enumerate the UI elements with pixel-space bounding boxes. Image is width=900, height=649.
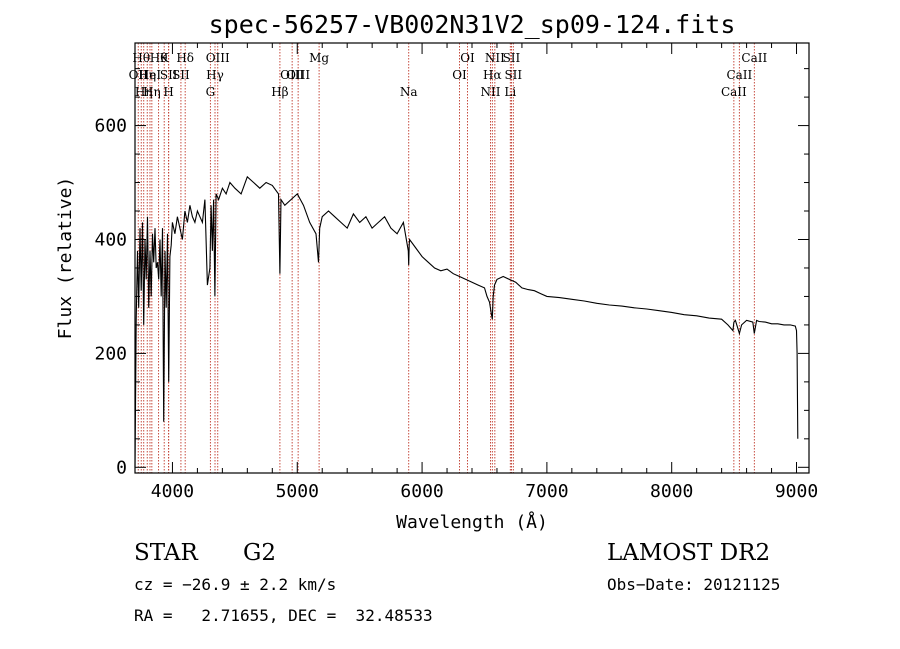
chart-title: spec-56257-VB002N31V2_sp09-124.fits — [209, 10, 736, 39]
line-label: Hδ — [176, 51, 194, 65]
line-label: CaII — [741, 51, 767, 65]
line-label: NII — [480, 85, 500, 99]
line-label: Hβ — [271, 85, 288, 99]
line-label: Mg — [309, 51, 329, 65]
line-label: K — [160, 51, 170, 65]
line-label: G — [206, 85, 216, 99]
line-label: OIII — [286, 68, 310, 82]
y-tick-label: 600 — [94, 116, 127, 137]
emission-line-labels: OIIHθHηHηHeIHηHθKHSIIHδSIIGHγOIIIHβOIIIO… — [129, 51, 768, 99]
line-label: OIII — [206, 51, 230, 65]
spectrum-chart: spec-56257-VB002N31V2_sp09-124.fits OIIH… — [55, 10, 818, 533]
line-label: Li — [504, 85, 516, 99]
line-label: OI — [460, 51, 475, 65]
redshift-velocity: cz = −26.9 ± 2.2 km/s — [134, 575, 337, 594]
line-label: Na — [400, 85, 418, 99]
y-tick-label: 200 — [94, 343, 127, 364]
line-label: Hθ — [150, 51, 168, 65]
line-label: Hη — [143, 85, 161, 99]
x-tick-label: 5000 — [276, 481, 319, 502]
line-label: CaII — [726, 68, 752, 82]
spectrum-line — [134, 175, 799, 468]
emission-line-markers — [137, 43, 755, 473]
x-tick-label: 4000 — [151, 481, 194, 502]
line-label: NII — [485, 51, 505, 65]
line-label: SII — [172, 68, 190, 82]
x-tick-label: 9000 — [775, 481, 818, 502]
plot-frame — [134, 42, 810, 474]
line-label: Hη — [135, 85, 153, 99]
object-class: STAR — [134, 540, 198, 566]
line-label: Hγ — [206, 68, 224, 82]
line-label: Hη — [138, 68, 156, 82]
x-tick-label: 8000 — [650, 481, 693, 502]
x-tick-label: 7000 — [525, 481, 568, 502]
x-axis-label: Wavelength (Å) — [396, 511, 548, 533]
y-axis-label: Flux (relative) — [55, 177, 76, 340]
line-label: OII — [129, 68, 149, 82]
line-label: H — [163, 85, 173, 99]
line-label: SII — [160, 68, 178, 82]
line-label: OI — [452, 68, 467, 82]
y-axis-ticks: 0 200 400 600 — [94, 68, 809, 478]
line-label: SII — [504, 68, 522, 82]
line-label: SII — [503, 51, 521, 65]
survey-name: LAMOST DR2 — [607, 540, 771, 566]
line-label: HeI — [139, 68, 162, 82]
y-tick-label: 400 — [94, 229, 127, 250]
line-label: Hθ — [132, 51, 150, 65]
x-tick-label: 6000 — [400, 481, 443, 502]
object-subclass: G2 — [243, 540, 277, 566]
observation-date: Obs−Date: 20121125 — [607, 575, 781, 594]
y-tick-label: 0 — [116, 457, 127, 478]
line-label: CaII — [721, 85, 747, 99]
line-label: Hα — [483, 68, 502, 82]
line-label: OIII — [280, 68, 304, 82]
coordinates: RA = 2.71655, DEC = 32.48533 — [134, 606, 433, 625]
x-axis-ticks: 4000 5000 6000 7000 8000 9000 — [151, 43, 818, 502]
